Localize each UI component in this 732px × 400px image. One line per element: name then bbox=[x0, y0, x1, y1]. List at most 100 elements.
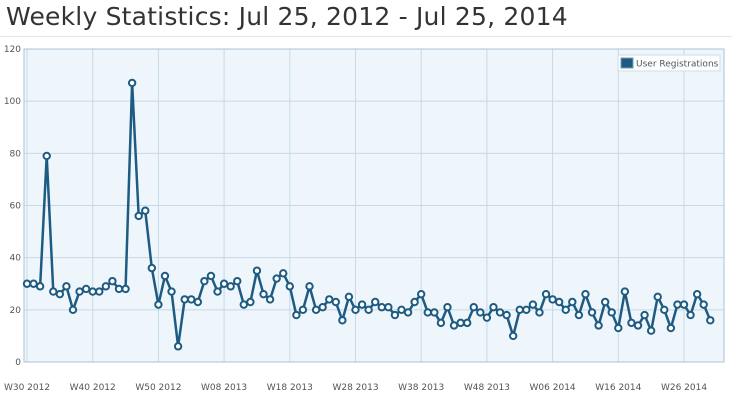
data-point bbox=[134, 211, 143, 221]
data-point bbox=[633, 321, 643, 330]
data-point bbox=[88, 287, 97, 296]
data-point bbox=[252, 266, 262, 275]
data-point bbox=[246, 297, 255, 307]
data-point bbox=[568, 297, 577, 307]
data-point bbox=[206, 271, 216, 281]
data-point bbox=[219, 279, 229, 288]
data-point bbox=[627, 318, 636, 328]
data-point bbox=[384, 303, 393, 312]
data-point bbox=[390, 310, 400, 320]
data-point bbox=[646, 326, 656, 335]
data-point bbox=[502, 310, 511, 320]
data-point bbox=[508, 331, 518, 341]
data-point bbox=[377, 303, 386, 312]
data-point bbox=[620, 287, 630, 296]
data-point bbox=[410, 297, 419, 307]
data-point bbox=[233, 276, 242, 286]
data-point bbox=[272, 274, 281, 283]
data-point bbox=[541, 289, 551, 299]
data-point bbox=[68, 305, 78, 315]
x-tick-label: W30 2012 bbox=[4, 383, 50, 393]
data-point bbox=[574, 310, 584, 320]
data-point bbox=[397, 305, 406, 315]
data-point bbox=[75, 287, 84, 296]
data-point bbox=[108, 276, 117, 286]
title-divider bbox=[0, 36, 732, 37]
data-point bbox=[187, 295, 196, 304]
data-point bbox=[180, 295, 189, 304]
data-point bbox=[213, 287, 222, 296]
data-point bbox=[364, 305, 373, 315]
data-point bbox=[607, 308, 616, 317]
data-point bbox=[55, 289, 65, 299]
data-point bbox=[35, 282, 45, 291]
data-point bbox=[160, 271, 170, 281]
data-point bbox=[476, 308, 485, 317]
data-point bbox=[456, 318, 465, 328]
data-point bbox=[482, 313, 492, 322]
data-point bbox=[653, 292, 662, 301]
data-point bbox=[49, 287, 58, 296]
y-tick-label: 40 bbox=[10, 254, 22, 264]
y-tick-label: 60 bbox=[10, 202, 22, 212]
data-point bbox=[522, 305, 531, 315]
data-point bbox=[554, 297, 564, 307]
data-point bbox=[279, 269, 288, 278]
y-tick-label: 80 bbox=[10, 149, 22, 159]
y-tick-label: 120 bbox=[4, 45, 21, 55]
data-point bbox=[42, 151, 51, 161]
data-point bbox=[449, 321, 459, 330]
data-point bbox=[706, 316, 715, 325]
data-point bbox=[127, 78, 137, 88]
data-point bbox=[265, 295, 275, 304]
legend-swatch bbox=[620, 57, 634, 69]
data-point bbox=[292, 310, 301, 320]
data-point bbox=[141, 206, 150, 215]
data-point bbox=[29, 279, 38, 288]
data-point bbox=[515, 305, 524, 315]
data-point bbox=[154, 300, 163, 309]
x-tick-label: W16 2014 bbox=[595, 383, 641, 393]
data-point bbox=[147, 263, 157, 273]
data-point bbox=[285, 282, 294, 291]
data-point bbox=[495, 308, 505, 317]
data-point bbox=[436, 318, 446, 328]
data-point bbox=[193, 297, 203, 307]
data-point bbox=[686, 310, 695, 320]
x-tick-label: W50 2012 bbox=[135, 383, 181, 393]
data-point bbox=[325, 295, 334, 304]
data-point bbox=[548, 295, 557, 304]
x-tick-label: W18 2013 bbox=[267, 383, 313, 393]
data-point bbox=[528, 300, 538, 309]
data-point bbox=[239, 300, 249, 309]
data-point bbox=[81, 284, 91, 294]
page-title: Weekly Statistics: Jul 25, 2012 - Jul 25… bbox=[6, 2, 568, 31]
x-tick-label: W28 2013 bbox=[332, 383, 378, 393]
y-tick-label: 0 bbox=[15, 358, 21, 368]
data-point bbox=[535, 308, 544, 317]
data-point bbox=[167, 287, 176, 296]
data-point bbox=[101, 282, 111, 291]
data-point bbox=[640, 310, 649, 320]
y-tick-label: 20 bbox=[10, 306, 22, 316]
x-tick-label: W38 2013 bbox=[398, 383, 444, 393]
x-tick-label: W26 2014 bbox=[661, 383, 707, 393]
data-point bbox=[489, 303, 498, 312]
x-tick-label: W08 2013 bbox=[201, 383, 247, 393]
data-point bbox=[587, 308, 597, 317]
data-point bbox=[673, 300, 682, 309]
data-point bbox=[259, 289, 268, 299]
data-point bbox=[200, 276, 209, 286]
data-point bbox=[298, 305, 308, 315]
legend-box bbox=[617, 54, 721, 72]
data-point bbox=[699, 300, 708, 309]
data-point bbox=[679, 300, 689, 309]
data-point bbox=[357, 300, 367, 309]
data-point bbox=[226, 282, 235, 291]
data-point bbox=[600, 297, 610, 307]
data-point bbox=[614, 323, 623, 333]
data-point bbox=[62, 282, 71, 291]
data-point bbox=[561, 305, 570, 315]
data-point bbox=[114, 284, 124, 294]
data-point bbox=[423, 308, 432, 317]
